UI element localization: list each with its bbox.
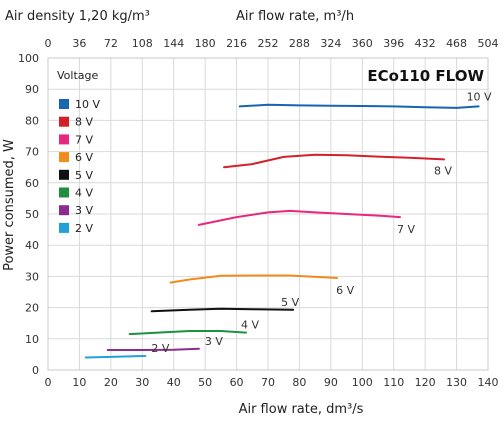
series-end-label: 4 V — [241, 319, 259, 332]
series-end-label: 3 V — [205, 335, 223, 348]
legend-entry: 2 V — [75, 222, 93, 235]
series-end-label: 5 V — [281, 296, 299, 309]
x-tick-label: 40 — [167, 376, 181, 389]
x-tick-label: 110 — [383, 376, 404, 389]
chart-title: ECo110 FLOW — [367, 67, 484, 85]
grid-layer — [47, 57, 489, 371]
x-tick-label: 20 — [104, 376, 118, 389]
x-tick-label: 80 — [292, 376, 306, 389]
top-axis-title: Air flow rate, m³/h — [236, 9, 354, 24]
top-tick-label: 504 — [478, 37, 499, 50]
top-tick-label: 180 — [195, 37, 216, 50]
series-line — [128, 330, 247, 336]
x-tick-label: 50 — [198, 376, 212, 389]
legend-swatch — [59, 222, 69, 233]
top-tick-label: 360 — [352, 37, 373, 50]
series-line — [150, 307, 295, 313]
x-tick-label: 0 — [45, 376, 52, 389]
top-tick-label: 324 — [320, 37, 341, 50]
plot-frame — [47, 57, 489, 371]
top-tick-label: 108 — [132, 37, 153, 50]
series-line — [169, 274, 339, 284]
series-layer: 10 V 8 V 7 V 6 V 5 V 4 V 3 V 2 V — [84, 90, 492, 359]
top-tick-label: 72 — [104, 37, 118, 50]
top-tick-label: 432 — [415, 37, 436, 50]
x-tick-label: 30 — [135, 376, 149, 389]
y-tick-label: 100 — [18, 52, 39, 65]
legend-entry: 6 V — [75, 151, 93, 164]
top-tick-label: 216 — [226, 37, 247, 50]
series-end-label: 2 V — [151, 342, 169, 355]
top-tick-label: 288 — [289, 37, 310, 50]
legend-title: Voltage — [57, 69, 98, 82]
y-tick-label: 60 — [25, 177, 39, 190]
y-axis-title: Power consumed, W — [2, 139, 17, 271]
x-tick-label: 100 — [352, 376, 373, 389]
top-tick-label: 0 — [45, 37, 52, 50]
top-tick-label: 144 — [163, 37, 184, 50]
x-tick-label: 120 — [415, 376, 436, 389]
legend-swatch — [59, 99, 69, 109]
x-tick-label: 90 — [324, 376, 338, 389]
x-axis-title: Air flow rate, dm³/s — [239, 402, 364, 417]
y-tick-label: 90 — [25, 83, 39, 96]
legend-entry: 7 V — [75, 133, 93, 146]
y-tick-label: 20 — [25, 302, 39, 315]
x-axis-ticks: 0 10 20 30 40 50 60 70 80 90 100 110 120 130 140 — [45, 376, 499, 389]
legend-entry: 5 V — [75, 169, 93, 182]
top-tick-label: 468 — [446, 37, 467, 50]
legend-swatch — [59, 134, 69, 145]
legend-swatch — [59, 187, 69, 198]
y-tick-label: 0 — [32, 364, 39, 377]
series-line — [197, 209, 401, 226]
series-end-label: 8 V — [434, 164, 452, 177]
x-tick-label: 140 — [478, 376, 499, 389]
y-tick-label: 40 — [25, 239, 39, 252]
y-axis-ticks: 0 10 20 30 40 50 60 70 80 90 100 — [18, 52, 39, 377]
series-end-label: 6 V — [336, 284, 354, 297]
y-tick-label: 70 — [25, 146, 39, 159]
series-end-label: 10 V — [467, 90, 492, 103]
series-line — [238, 103, 480, 109]
legend-entry: 10 V — [75, 98, 100, 111]
top-tick-label: 252 — [258, 37, 279, 50]
series-end-label: 7 V — [397, 223, 415, 236]
series-line — [84, 355, 147, 359]
legend-swatch — [59, 116, 69, 127]
x-tick-label: 60 — [230, 376, 244, 389]
y-tick-label: 10 — [25, 333, 39, 346]
legend-swatch — [59, 152, 69, 163]
y-tick-label: 50 — [25, 208, 39, 221]
series-line — [106, 347, 200, 351]
top-axis-ticks: 0 36 72 108 144 180 216 252 288 324 360 396 432 468 50… — [45, 37, 499, 50]
y-tick-label: 80 — [25, 114, 39, 127]
top-tick-label: 36 — [72, 37, 86, 50]
legend-swatch — [59, 205, 69, 216]
legend-swatch — [59, 169, 69, 180]
legend: Voltage 10 V 8 V 7 V 6 V 5 V 4 V 3 V 2 V — [57, 69, 100, 235]
legend-entry: 8 V — [75, 116, 93, 129]
legend-entry: 3 V — [75, 204, 93, 217]
x-tick-label: 130 — [446, 376, 467, 389]
x-tick-label: 10 — [72, 376, 86, 389]
top-tick-label: 396 — [383, 37, 404, 50]
y-tick-label: 30 — [25, 270, 39, 283]
air-density-label: Air density 1,20 kg/m³ — [5, 9, 150, 24]
legend-entry: 4 V — [75, 187, 93, 200]
x-tick-label: 70 — [261, 376, 275, 389]
series-line — [223, 153, 445, 169]
